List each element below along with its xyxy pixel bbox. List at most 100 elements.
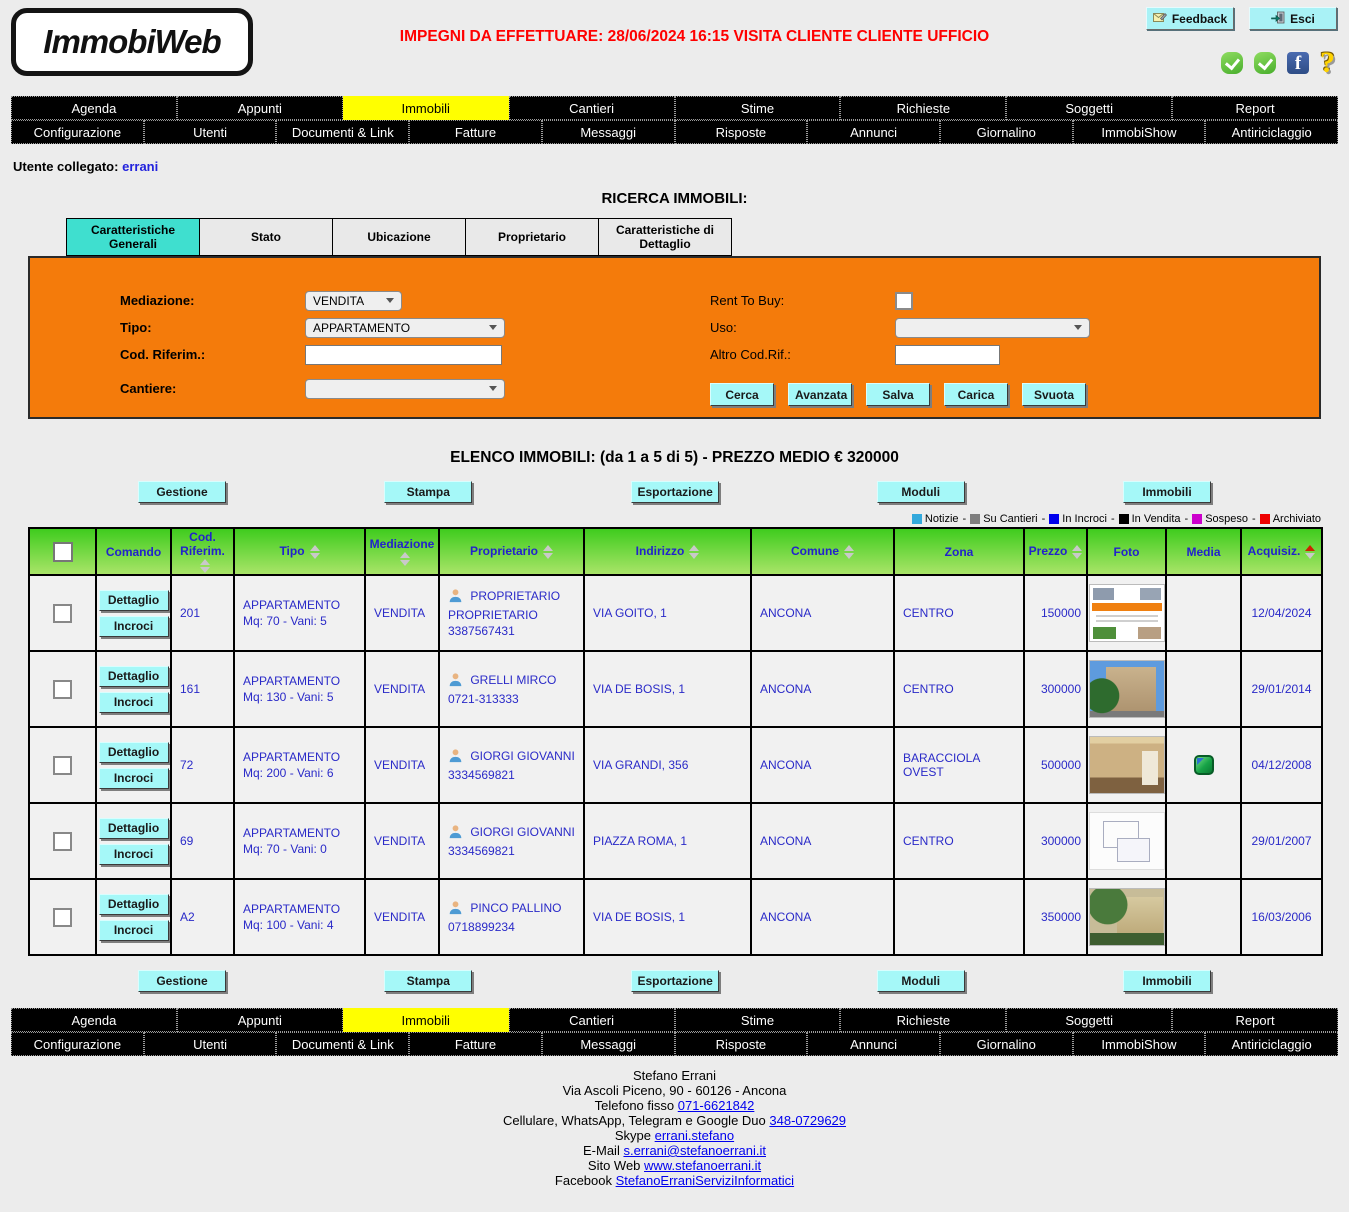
cerca-button[interactable]: Cerca bbox=[710, 383, 774, 406]
sort-arrows-icon[interactable] bbox=[399, 551, 410, 566]
nav-item-documenti-link[interactable]: Documenti & Link bbox=[276, 1032, 410, 1056]
column-header-prezzo[interactable]: Prezzo bbox=[1023, 527, 1088, 576]
dettaglio-button[interactable]: Dettaglio bbox=[98, 741, 169, 763]
cod-riferim-input[interactable] bbox=[305, 344, 502, 365]
row-checkbox[interactable] bbox=[53, 755, 72, 775]
sort-arrows-icon[interactable] bbox=[844, 544, 854, 559]
column-header-cod-riferim[interactable]: Cod. Riferim. bbox=[170, 527, 235, 576]
dettaglio-button[interactable]: Dettaglio bbox=[98, 589, 169, 611]
column-header-indirizzo[interactable]: Indirizzo bbox=[583, 527, 752, 576]
mediazione-select[interactable]: VENDITA bbox=[305, 290, 402, 311]
esportazione-button[interactable]: Esportazione bbox=[630, 481, 719, 503]
gestione-button[interactable]: Gestione bbox=[138, 970, 226, 992]
nav-item-appunti[interactable]: Appunti bbox=[176, 96, 343, 120]
avanzata-button[interactable]: Avanzata bbox=[788, 383, 852, 406]
property-photo[interactable] bbox=[1089, 660, 1164, 718]
column-header-select-all[interactable] bbox=[28, 527, 97, 576]
moduli-button[interactable]: Moduli bbox=[876, 481, 965, 503]
tab-ubicazione[interactable]: Ubicazione bbox=[332, 218, 466, 256]
nav-item-fatture[interactable]: Fatture bbox=[409, 1032, 542, 1056]
footer-link[interactable]: errani.stefano bbox=[654, 1128, 735, 1143]
nav-item-agenda[interactable]: Agenda bbox=[11, 1008, 177, 1032]
tipo-select[interactable]: APPARTAMENTO bbox=[305, 317, 505, 338]
stampa-button[interactable]: Stampa bbox=[384, 970, 473, 992]
nav-item-configurazione[interactable]: Configurazione bbox=[11, 120, 144, 144]
nav-item-documenti-link[interactable]: Documenti & Link bbox=[276, 120, 410, 144]
incroci-button[interactable]: Incroci bbox=[98, 919, 169, 941]
tab-stato[interactable]: Stato bbox=[199, 218, 333, 256]
nav-item-antiriciclaggio[interactable]: Antiriciclaggio bbox=[1205, 1032, 1339, 1056]
row-checkbox[interactable] bbox=[53, 679, 72, 699]
sort-arrows-icon[interactable] bbox=[1072, 544, 1083, 559]
nav-item-immobili[interactable]: Immobili bbox=[342, 1008, 509, 1032]
footer-link[interactable]: 348-0729629 bbox=[769, 1113, 847, 1128]
immobili-button[interactable]: Immobili bbox=[1123, 970, 1211, 992]
dettaglio-button[interactable]: Dettaglio bbox=[98, 665, 169, 687]
nav-item-annunci[interactable]: Annunci bbox=[807, 120, 940, 144]
nav-item-stime[interactable]: Stime bbox=[674, 1008, 841, 1032]
gestione-button[interactable]: Gestione bbox=[138, 481, 226, 503]
nav-item-fatture[interactable]: Fatture bbox=[409, 120, 542, 144]
rent-to-buy-checkbox[interactable] bbox=[895, 291, 913, 310]
immobili-button[interactable]: Immobili bbox=[1123, 481, 1211, 503]
sort-arrows-icon[interactable] bbox=[309, 544, 320, 559]
nav-item-cantieri[interactable]: Cantieri bbox=[508, 96, 675, 120]
nav-item-giornalino[interactable]: Giornalino bbox=[939, 1032, 1073, 1056]
footer-link[interactable]: www.stefanoerrani.it bbox=[644, 1158, 762, 1173]
property-photo[interactable] bbox=[1089, 812, 1164, 870]
property-photo[interactable] bbox=[1089, 888, 1164, 946]
tab-caratteristiche-generali[interactable]: Caratteristiche Generali bbox=[66, 218, 200, 256]
incroci-button[interactable]: Incroci bbox=[98, 767, 169, 789]
altro-cod-rif-input[interactable] bbox=[895, 344, 1000, 365]
footer-link[interactable]: s.errani@stefanoerrani.it bbox=[623, 1143, 766, 1158]
uso-select[interactable] bbox=[895, 317, 1090, 338]
nav-item-immobishow[interactable]: ImmobiShow bbox=[1072, 1032, 1206, 1056]
nav-item-cantieri[interactable]: Cantieri bbox=[508, 1008, 675, 1032]
nav-item-report[interactable]: Report bbox=[1172, 1008, 1338, 1032]
salva-button[interactable]: Salva bbox=[866, 383, 930, 406]
nav-item-immobishow[interactable]: ImmobiShow bbox=[1072, 120, 1206, 144]
nav-item-richieste[interactable]: Richieste bbox=[840, 1008, 1007, 1032]
sort-arrows-icon[interactable] bbox=[1305, 544, 1316, 559]
row-checkbox[interactable] bbox=[53, 831, 72, 851]
column-header-acquisiz[interactable]: Acquisiz. bbox=[1240, 527, 1323, 576]
sort-arrows-icon[interactable] bbox=[543, 544, 553, 559]
nav-item-giornalino[interactable]: Giornalino bbox=[939, 120, 1073, 144]
tab-caratteristiche-di-dettaglio[interactable]: Caratteristiche di Dettaglio bbox=[598, 218, 732, 256]
nav-item-agenda[interactable]: Agenda bbox=[11, 96, 177, 120]
nav-item-antiriciclaggio[interactable]: Antiriciclaggio bbox=[1205, 120, 1339, 144]
facebook-icon[interactable]: f bbox=[1287, 52, 1309, 74]
nav-item-utenti[interactable]: Utenti bbox=[143, 120, 277, 144]
nav-item-soggetti[interactable]: Soggetti bbox=[1006, 96, 1173, 120]
carica-button[interactable]: Carica bbox=[944, 383, 1008, 406]
incroci-button[interactable]: Incroci bbox=[98, 615, 169, 637]
nav-item-configurazione[interactable]: Configurazione bbox=[11, 1032, 144, 1056]
svuota-button[interactable]: Svuota bbox=[1022, 383, 1086, 406]
footer-link[interactable]: 071-6621842 bbox=[677, 1098, 755, 1113]
esportazione-button[interactable]: Esportazione bbox=[630, 970, 719, 992]
dettaglio-button[interactable]: Dettaglio bbox=[98, 817, 169, 839]
column-header-comune[interactable]: Comune bbox=[750, 527, 895, 576]
column-header-mediazione[interactable]: Mediazione bbox=[364, 527, 440, 576]
property-photo[interactable] bbox=[1089, 584, 1164, 642]
sort-arrows-icon[interactable] bbox=[200, 558, 210, 573]
nav-item-risposte[interactable]: Risposte bbox=[674, 1032, 808, 1056]
dettaglio-button[interactable]: Dettaglio bbox=[98, 893, 169, 915]
nav-item-messaggi[interactable]: Messaggi bbox=[541, 1032, 675, 1056]
feedback-button[interactable]: Feedback bbox=[1146, 7, 1234, 30]
nav-item-annunci[interactable]: Annunci bbox=[807, 1032, 940, 1056]
nav-item-appunti[interactable]: Appunti bbox=[176, 1008, 343, 1032]
nav-item-soggetti[interactable]: Soggetti bbox=[1006, 1008, 1173, 1032]
column-header-tipo[interactable]: Tipo bbox=[233, 527, 366, 576]
nav-item-messaggi[interactable]: Messaggi bbox=[541, 120, 675, 144]
nav-item-risposte[interactable]: Risposte bbox=[674, 120, 808, 144]
incroci-button[interactable]: Incroci bbox=[98, 691, 169, 713]
column-header-proprietario[interactable]: Proprietario bbox=[438, 527, 585, 576]
row-checkbox[interactable] bbox=[53, 907, 72, 927]
nav-item-immobili[interactable]: Immobili bbox=[342, 96, 509, 120]
media-icon[interactable] bbox=[1193, 755, 1214, 775]
property-photo[interactable] bbox=[1089, 736, 1164, 794]
incroci-button[interactable]: Incroci bbox=[98, 843, 169, 865]
nav-item-report[interactable]: Report bbox=[1172, 96, 1338, 120]
nav-item-utenti[interactable]: Utenti bbox=[143, 1032, 277, 1056]
